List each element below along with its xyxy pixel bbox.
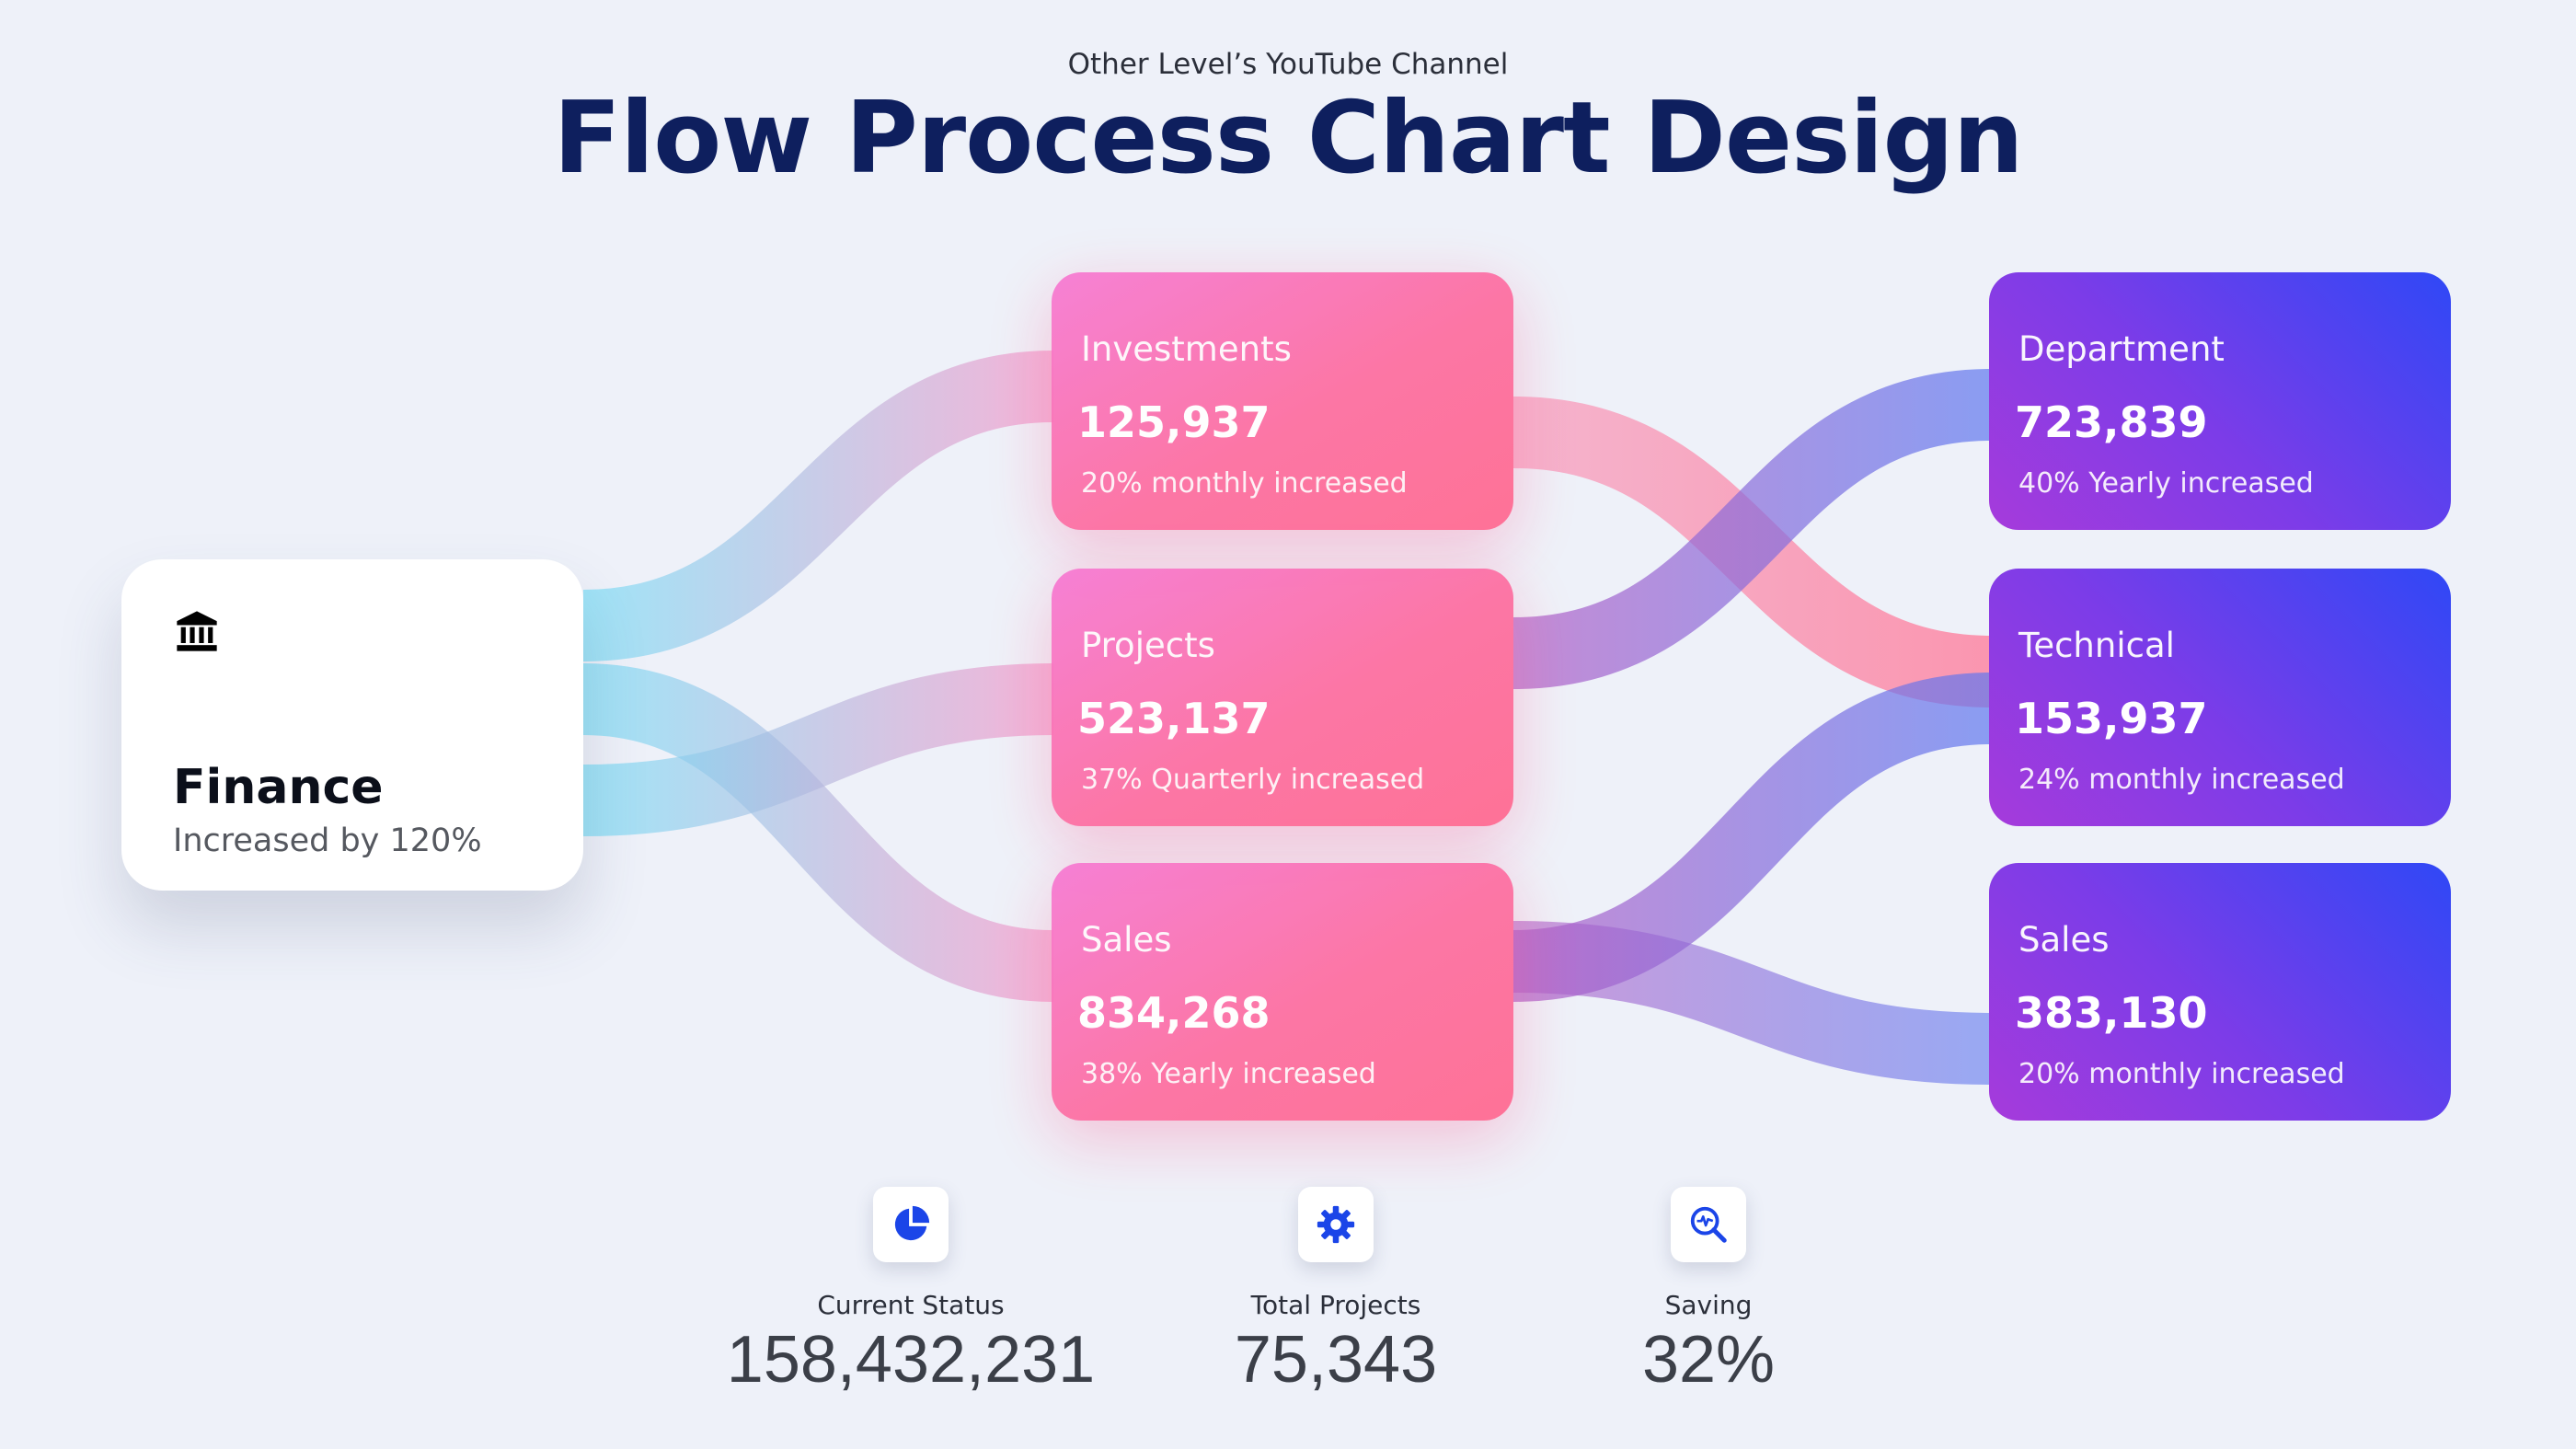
stat-value: 75,343 xyxy=(1234,1323,1438,1397)
stat-value: 158,432,231 xyxy=(726,1323,1096,1397)
card-projects: Projects 523,137 37% Quarterly increased xyxy=(1052,569,1513,826)
flow-finance-projects xyxy=(582,663,1054,836)
card-label: Sales xyxy=(2018,920,2110,960)
finance-note: Increased by 120% xyxy=(173,822,482,859)
stat-label: Saving xyxy=(1664,1290,1753,1320)
flow-finance-investments xyxy=(582,351,1054,661)
finance-name: Finance xyxy=(173,760,384,815)
card-note: 37% Quarterly increased xyxy=(1081,764,1425,796)
card-value: 125,937 xyxy=(1077,397,1271,447)
gear-icon xyxy=(1298,1187,1374,1262)
card-note: 24% monthly increased xyxy=(2018,764,2345,796)
card-note: 38% Yearly increased xyxy=(1081,1058,1376,1090)
channel-subtitle: Other Level’s YouTube Channel xyxy=(1067,48,1509,81)
card-value: 723,839 xyxy=(2015,397,2208,447)
card-label: Investments xyxy=(1081,329,1292,369)
bank-icon xyxy=(177,611,217,651)
flow-finance-sales xyxy=(582,663,1054,1002)
stat-total-projects: Total Projects 75,343 xyxy=(1124,1187,1547,1397)
card-label: Department xyxy=(2018,329,2225,369)
card-value: 834,268 xyxy=(1077,988,1271,1038)
card-value: 523,137 xyxy=(1077,694,1271,743)
card-note: 40% Yearly increased xyxy=(2018,467,2314,500)
page-title: Flow Process Chart Design xyxy=(553,81,2023,196)
card-note: 20% monthly increased xyxy=(1081,467,1408,500)
card-note: 20% monthly increased xyxy=(2018,1058,2345,1090)
card-label: Sales xyxy=(1081,920,1172,960)
card-label: Technical xyxy=(2018,626,2175,665)
finance-source-card: Finance Increased by 120% xyxy=(121,559,583,891)
stat-saving: Saving 32% xyxy=(1497,1187,1920,1397)
card-department: Department 723,839 40% Yearly increased xyxy=(1989,272,2451,530)
card-technical: Technical 153,937 24% monthly increased xyxy=(1989,569,2451,826)
flow-projects-department xyxy=(1512,369,1993,689)
card-sales-middle: Sales 834,268 38% Yearly increased xyxy=(1052,863,1513,1121)
stat-label: Current Status xyxy=(817,1290,1005,1320)
stat-value: 32% xyxy=(1641,1323,1776,1397)
stat-current-status: Current Status 158,432,231 xyxy=(699,1187,1122,1397)
card-value: 383,130 xyxy=(2015,988,2208,1038)
search-analytics-icon xyxy=(1671,1187,1746,1262)
card-sales-right: Sales 383,130 20% monthly increased xyxy=(1989,863,2451,1121)
flow-sales-sales xyxy=(1512,921,1993,1085)
stat-label: Total Projects xyxy=(1250,1290,1421,1320)
card-label: Projects xyxy=(1081,626,1215,665)
card-investments: Investments 125,937 20% monthly increase… xyxy=(1052,272,1513,530)
pie-chart-icon xyxy=(873,1187,949,1262)
card-value: 153,937 xyxy=(2015,694,2208,743)
